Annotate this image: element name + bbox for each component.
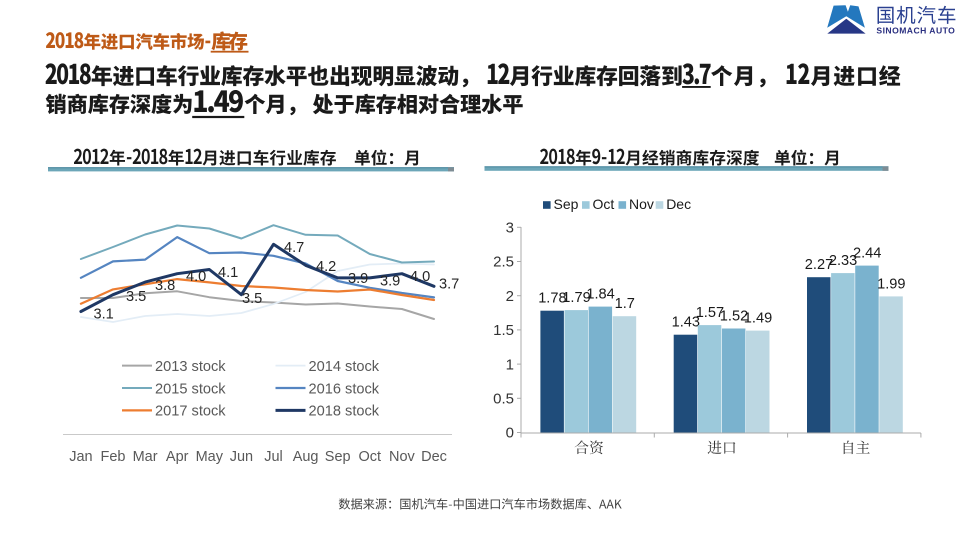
svg-text:Apr: Apr [166,449,189,465]
svg-text:Dec: Dec [666,196,691,212]
svg-text:2.27: 2.27 [805,257,833,273]
svg-text:1.78: 1.78 [538,291,566,307]
svg-text:Aug: Aug [293,449,319,465]
svg-text:Feb: Feb [101,449,126,465]
svg-text:2017 stock: 2017 stock [155,404,226,420]
svg-text:4.1: 4.1 [218,265,238,281]
svg-text:2.5: 2.5 [493,254,514,271]
svg-text:2014 stock: 2014 stock [309,359,380,375]
svg-text:4.2: 4.2 [316,259,336,275]
svg-text:1.49: 1.49 [744,311,772,327]
svg-text:1.84: 1.84 [586,287,614,303]
svg-text:1: 1 [506,356,514,373]
svg-text:3.7: 3.7 [439,277,459,293]
svg-text:4.0: 4.0 [186,269,206,285]
svg-text:1.57: 1.57 [696,305,724,321]
svg-text:4.7: 4.7 [284,240,304,256]
svg-text:3.9: 3.9 [348,271,368,287]
svg-text:Jul: Jul [264,449,283,465]
svg-text:Sep: Sep [325,449,351,465]
svg-text:4.0: 4.0 [410,269,430,285]
svg-text:3: 3 [506,220,514,237]
svg-text:3.5: 3.5 [126,289,146,305]
svg-text:0.5: 0.5 [493,391,514,408]
svg-text:1.5: 1.5 [493,322,514,339]
svg-text:1.7: 1.7 [615,296,635,312]
svg-text:2016 stock: 2016 stock [309,381,380,397]
svg-text:3.1: 3.1 [94,307,114,323]
svg-text:3.8: 3.8 [155,278,175,294]
svg-text:2015 stock: 2015 stock [155,381,226,397]
svg-text:Jan: Jan [69,449,92,465]
svg-text:1.99: 1.99 [877,276,905,292]
svg-text:2013 stock: 2013 stock [155,359,226,375]
svg-text:2018 stock: 2018 stock [309,404,380,420]
svg-text:2.33: 2.33 [829,253,857,269]
svg-text:Oct: Oct [359,449,382,465]
svg-text:1.43: 1.43 [672,315,700,331]
svg-text:0: 0 [506,425,514,442]
svg-text:2: 2 [506,288,514,305]
svg-text:1.79: 1.79 [562,290,590,306]
svg-text:SINOMACH AUTO: SINOMACH AUTO [876,26,955,36]
svg-text:Nov: Nov [629,196,654,212]
svg-text:Mar: Mar [133,449,158,465]
svg-text:2.44: 2.44 [853,246,881,262]
svg-text:3.9: 3.9 [380,274,400,290]
svg-text:1.52: 1.52 [720,309,748,325]
svg-text:May: May [196,449,224,465]
svg-text:3.5: 3.5 [242,291,262,307]
svg-text:Oct: Oct [593,196,615,212]
svg-text:Nov: Nov [389,449,416,465]
svg-text:Sep: Sep [554,196,579,212]
svg-text:Jun: Jun [230,449,253,465]
svg-text:Dec: Dec [421,449,447,465]
